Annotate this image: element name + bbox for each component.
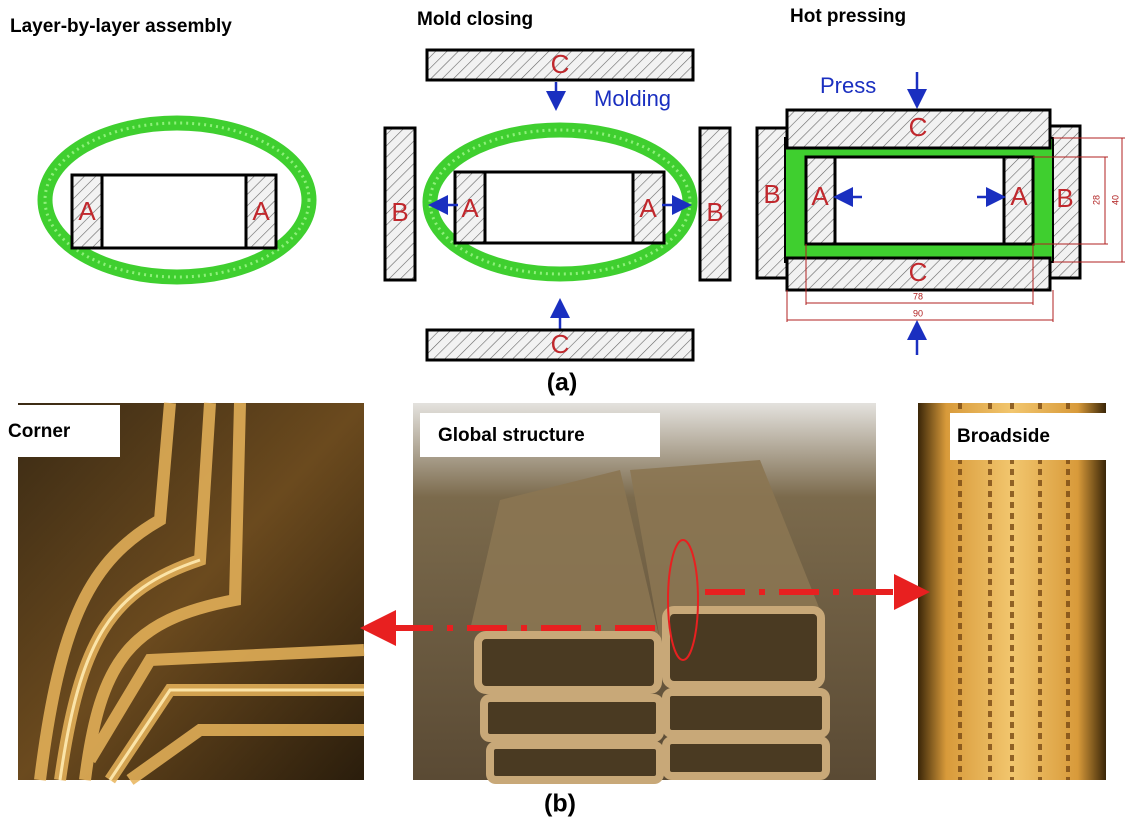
part-label: B	[391, 197, 408, 227]
dimension: 28	[1091, 195, 1101, 205]
photo-caption: Broadside	[957, 426, 1050, 447]
panel-label: (a)	[547, 369, 578, 397]
annotation: Molding	[594, 86, 671, 111]
dimension: 78	[913, 291, 923, 301]
annotation: Press	[820, 73, 876, 98]
part-label: C	[909, 112, 928, 142]
part-label: C	[909, 257, 928, 287]
step-title: Layer-by-layer assembly	[10, 16, 232, 37]
photo-caption: Corner	[8, 421, 71, 442]
part-label: C	[551, 329, 570, 359]
part-label: B	[763, 179, 780, 209]
part-label: B	[1056, 183, 1073, 213]
part-label: A	[78, 196, 96, 226]
part-label: A	[639, 193, 657, 223]
part-label: B	[706, 197, 723, 227]
core	[806, 157, 1033, 244]
part-label: A	[252, 196, 270, 226]
part-label: A	[811, 181, 829, 211]
dimension: 90	[913, 308, 923, 318]
photo-caption: Global structure	[438, 425, 585, 446]
photo-corner	[18, 403, 364, 780]
dimension: 40	[1110, 195, 1120, 205]
part-label: A	[461, 193, 479, 223]
figure: Layer-by-layer assembly A A Mold closing…	[0, 0, 1125, 822]
part-label: C	[551, 49, 570, 79]
part-label: A	[1010, 181, 1028, 211]
step-title: Mold closing	[417, 9, 533, 30]
panel-label: (b)	[544, 790, 576, 818]
step-title: Hot pressing	[790, 6, 906, 27]
